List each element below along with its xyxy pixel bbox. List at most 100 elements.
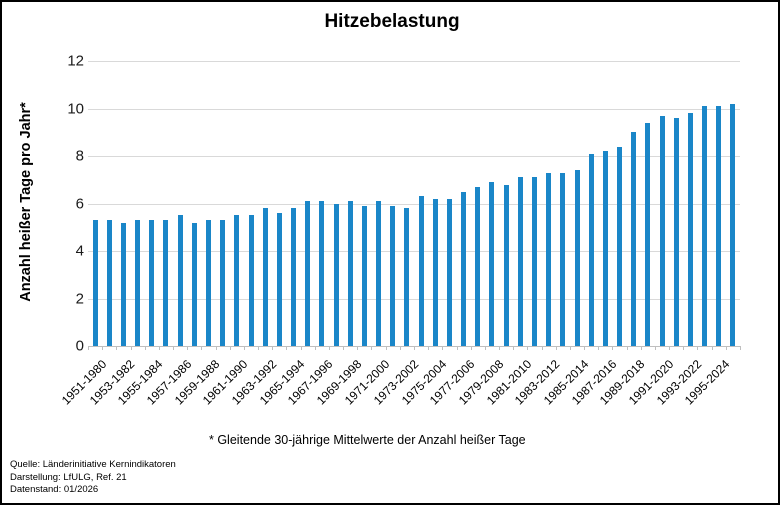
y-tick-label: 12 xyxy=(67,52,84,70)
bar xyxy=(645,122,651,346)
x-axis-tick xyxy=(697,346,699,350)
bar xyxy=(659,115,665,346)
x-axis-tick xyxy=(456,346,458,350)
bar xyxy=(517,177,523,346)
bar xyxy=(92,220,98,346)
x-axis-tick xyxy=(314,346,316,350)
x-axis-tick xyxy=(470,346,472,350)
x-axis-tick xyxy=(428,346,430,350)
gridline xyxy=(88,251,740,252)
gridline xyxy=(88,108,740,110)
bar xyxy=(305,201,311,346)
bar xyxy=(191,222,197,346)
bar xyxy=(503,184,509,346)
source-line: Quelle: Länderinitiative Kernindikatoren xyxy=(10,459,176,470)
x-axis-tick xyxy=(158,346,160,350)
source-line: Datenstand: 01/2026 xyxy=(10,484,99,496)
x-axis-tick xyxy=(669,346,671,350)
gridline xyxy=(88,156,740,157)
gridline xyxy=(88,298,740,300)
x-axis-tick xyxy=(484,346,486,350)
x-axis-tick xyxy=(399,346,401,350)
bar xyxy=(716,106,722,346)
y-tick-label: 4 xyxy=(75,242,84,260)
bar xyxy=(135,220,141,346)
plot-area: 0 2 4 6 8 10 12 1951-1980 1953-1982 1955-1984 1957… xyxy=(59,53,741,407)
x-axis-tick xyxy=(328,346,330,350)
y-tick-label: 0 xyxy=(75,337,84,355)
x-axis-tick xyxy=(102,346,104,350)
bar xyxy=(489,182,495,346)
x-axis-tick xyxy=(527,346,529,350)
x-axis-tick xyxy=(555,346,557,350)
x-axis-tick xyxy=(499,346,501,350)
x-axis-tick xyxy=(258,346,260,350)
x-axis-tick xyxy=(144,346,146,350)
x-axis-tick xyxy=(300,346,302,350)
x-axis-tick xyxy=(740,346,741,350)
x-axis-tick xyxy=(626,346,628,350)
x-axis-tick xyxy=(371,346,373,350)
bar xyxy=(602,151,608,346)
bar xyxy=(291,208,297,346)
bar xyxy=(418,196,424,346)
footnote: * Gleitende 30-jährige Mittelwerte der A… xyxy=(209,433,526,447)
gridline xyxy=(88,203,740,205)
chart-title: Hitzebelastung xyxy=(324,11,460,32)
bar xyxy=(276,213,282,346)
x-axis-tick xyxy=(598,346,600,350)
bar xyxy=(560,172,566,346)
bar xyxy=(631,132,637,346)
bar xyxy=(432,198,438,346)
bar xyxy=(546,172,552,346)
bar xyxy=(673,118,679,346)
bar xyxy=(333,203,339,346)
gridline xyxy=(88,61,740,62)
x-axis-tick xyxy=(116,346,118,350)
x-axis-tick xyxy=(88,346,89,350)
bar xyxy=(687,113,693,346)
y-tick-label: 2 xyxy=(75,290,84,307)
x-axis-tick xyxy=(272,346,274,350)
bar xyxy=(376,201,382,346)
bar xyxy=(120,222,126,346)
bar xyxy=(347,201,353,346)
bar xyxy=(617,146,623,346)
x-axis-tick xyxy=(640,346,642,350)
bar xyxy=(361,205,367,346)
x-axis-tick xyxy=(414,346,415,350)
x-axis-tick xyxy=(229,346,231,350)
bar xyxy=(248,215,254,346)
bar xyxy=(404,208,410,346)
bar xyxy=(574,170,580,346)
x-axis-tick xyxy=(711,346,713,350)
bar xyxy=(730,103,736,346)
x-axis-tick xyxy=(569,346,571,350)
bar xyxy=(390,205,396,346)
x-axis-tick xyxy=(584,346,586,350)
x-axis-tick xyxy=(173,346,175,350)
x-axis-tick xyxy=(130,346,132,350)
x-axis-tick xyxy=(187,346,189,350)
bar xyxy=(106,220,112,346)
bar xyxy=(220,220,226,346)
bar xyxy=(234,215,240,346)
y-tick-label: 8 xyxy=(75,147,84,165)
x-axis-tick xyxy=(541,346,543,350)
x-axis-tick xyxy=(357,346,359,350)
x-axis-tick xyxy=(513,346,515,350)
x-axis-tick xyxy=(725,346,727,350)
x-axis-tick xyxy=(683,346,685,350)
x-axis-tick xyxy=(385,346,387,350)
source-line: Darstellung: LfULG, Ref. 21 xyxy=(10,471,127,483)
x-axis-tick xyxy=(612,346,614,350)
bar xyxy=(531,177,537,346)
x-axis-tick xyxy=(243,346,245,350)
bar xyxy=(475,186,481,346)
y-tick-label: 10 xyxy=(67,100,84,117)
x-axis-tick xyxy=(654,346,656,350)
bar xyxy=(262,208,268,346)
x-axis-tick xyxy=(286,346,288,350)
bar xyxy=(588,153,594,346)
